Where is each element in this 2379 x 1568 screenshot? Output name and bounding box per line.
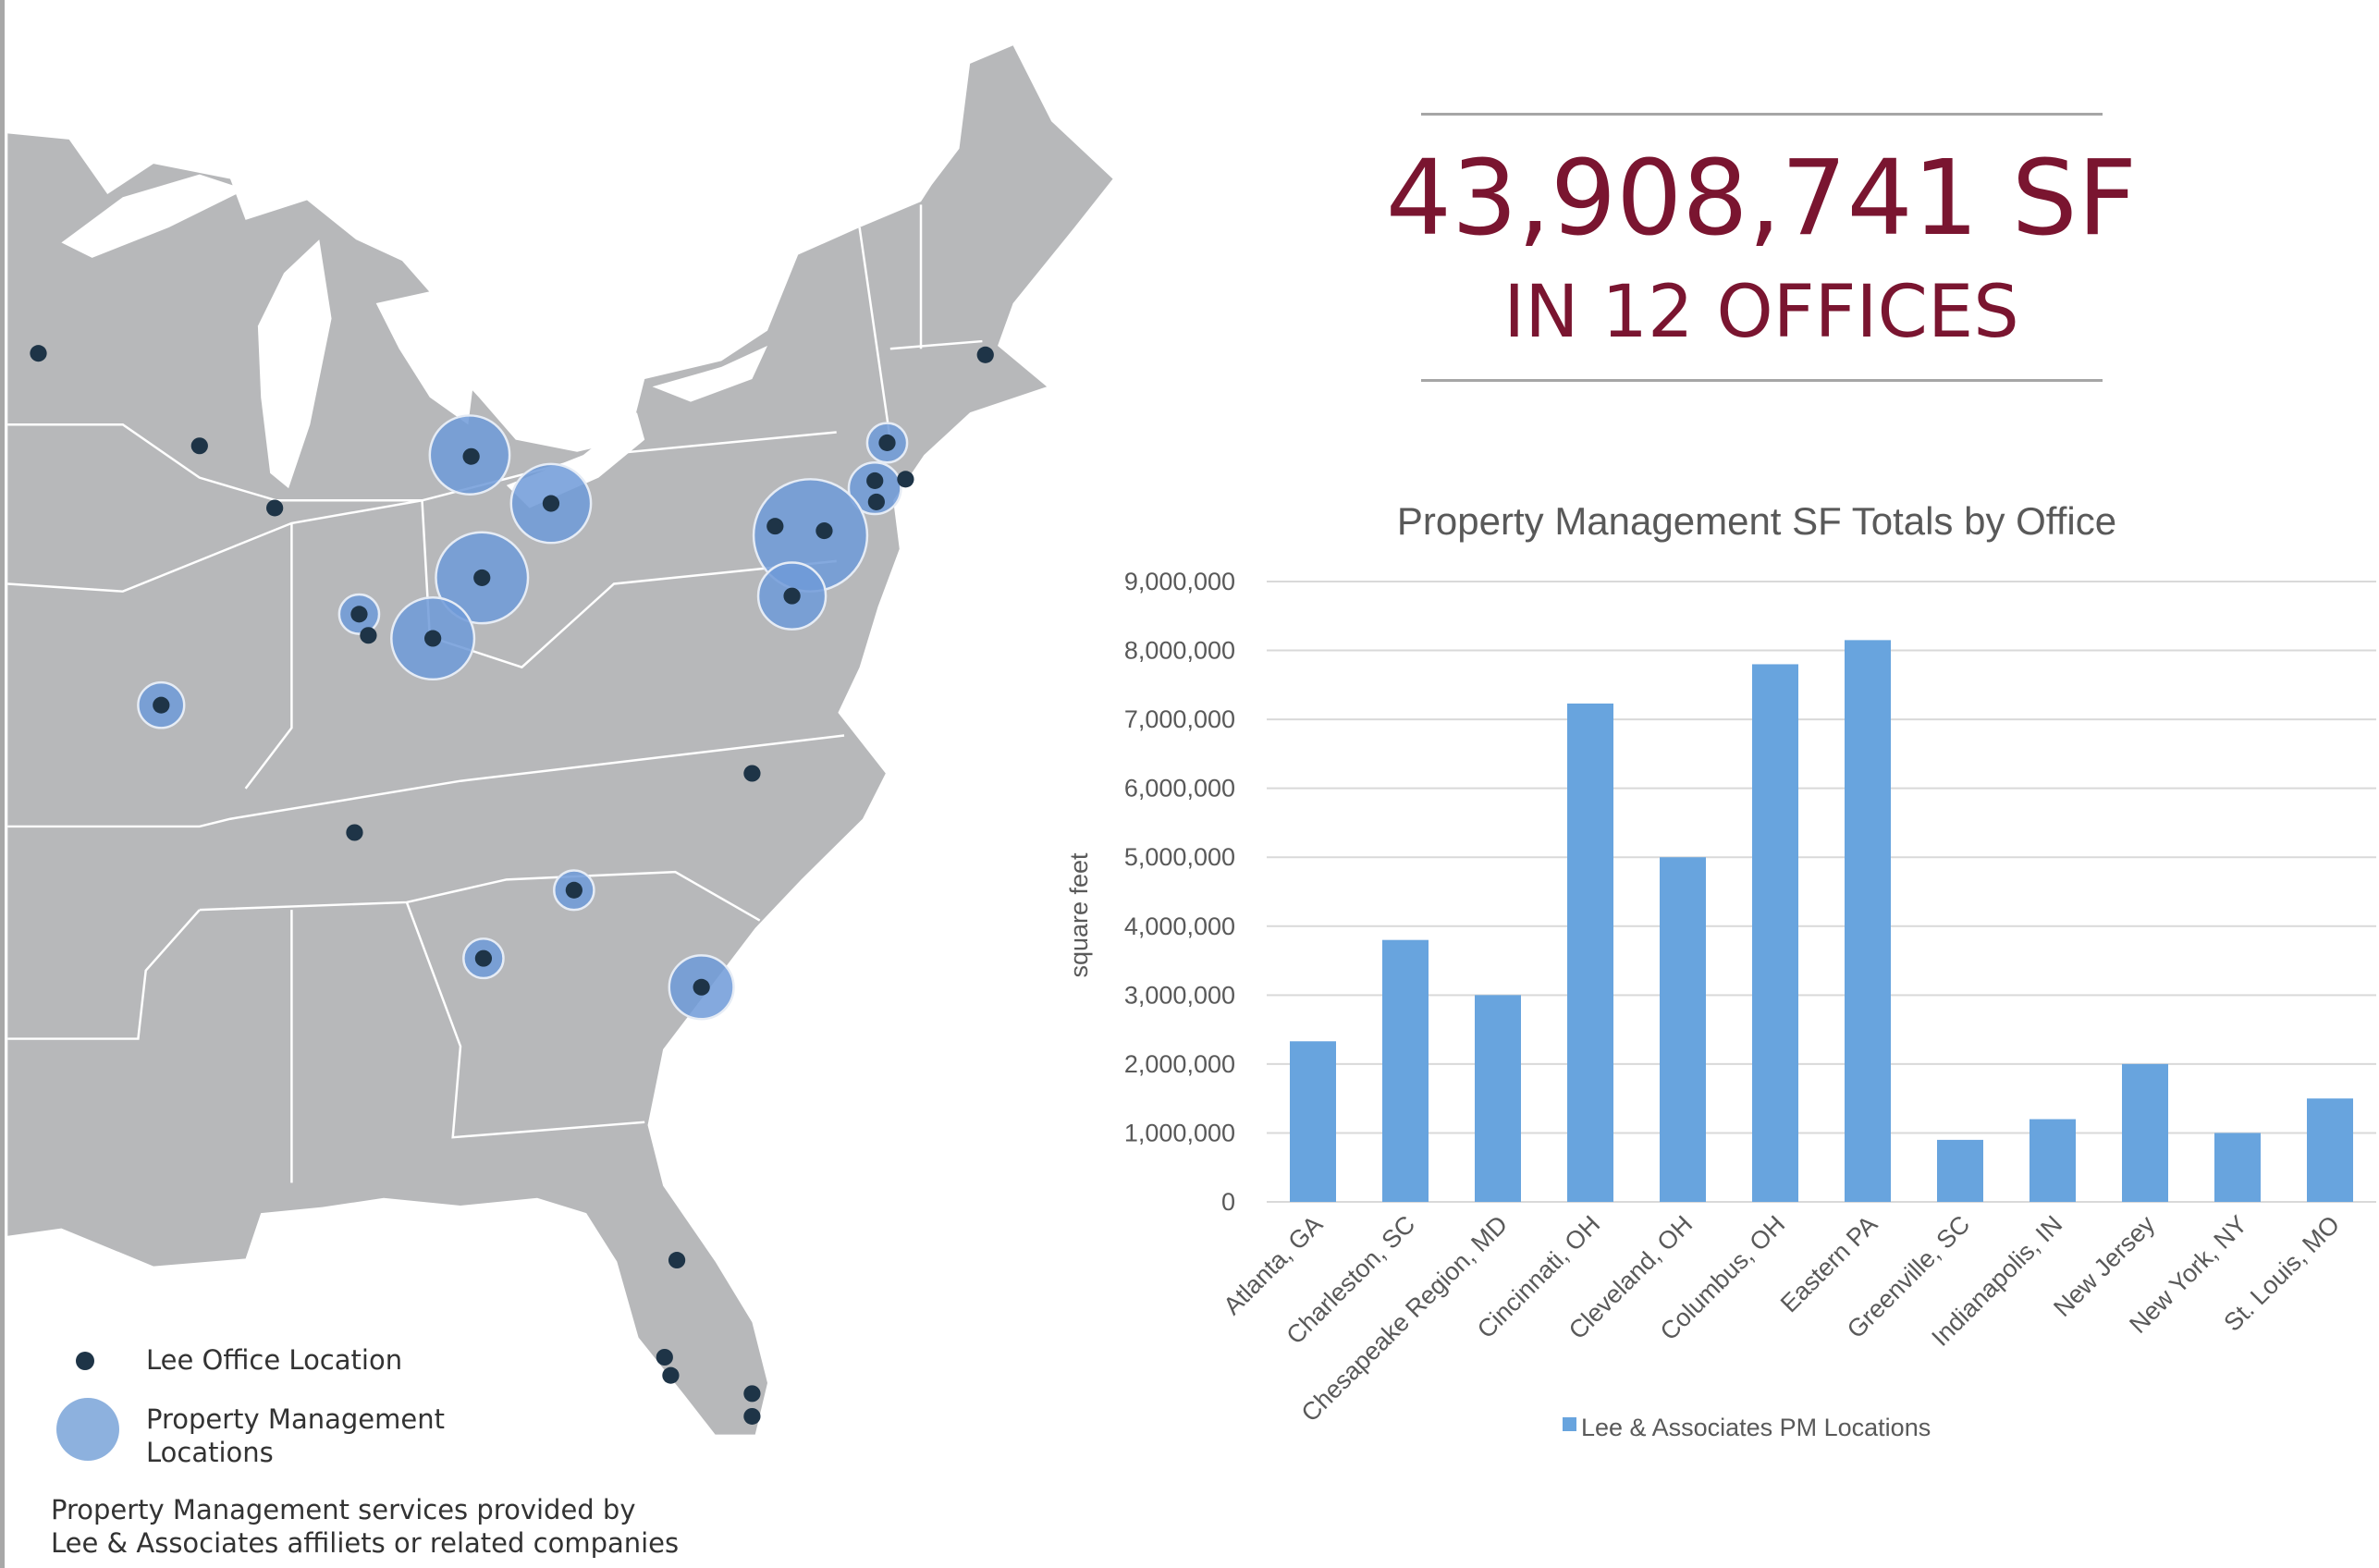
- lake: [61, 174, 246, 258]
- y-tick-label: 8,000,000: [1124, 637, 1235, 665]
- office-location-dot: [866, 472, 884, 489]
- legend-pm-label-1: Property Management: [146, 1403, 445, 1435]
- state-border: [7, 909, 201, 1040]
- bar: [1475, 995, 1521, 1202]
- office-location-dot: [565, 881, 582, 899]
- office-location-dot: [897, 471, 914, 488]
- office-location-dot: [474, 949, 493, 967]
- office-location-dot: [360, 627, 377, 644]
- y-tick-labels: 0 1,000,000 2,000,000 3,000,000 4,000,000 5,0…: [1124, 568, 1235, 1216]
- y-tick-label: 6,000,000: [1124, 775, 1235, 802]
- bar: [2307, 1098, 2353, 1202]
- headline-top-rule: [1421, 113, 2103, 116]
- office-location-dot: [473, 569, 491, 586]
- state-border: [421, 500, 837, 669]
- y-tick-label: 4,000,000: [1124, 913, 1235, 940]
- office-location-dot: [462, 447, 480, 465]
- bar: [1752, 664, 1798, 1202]
- office-location-dot: [350, 606, 368, 623]
- y-tick-label: 9,000,000: [1124, 568, 1235, 595]
- state-border: [244, 522, 293, 790]
- footnote-line-1: Property Management services provided by: [51, 1494, 636, 1525]
- y-tick-label: 2,000,000: [1124, 1050, 1235, 1078]
- gridlines: [1267, 581, 2376, 1203]
- y-tick-label: 0: [1221, 1188, 1235, 1216]
- y-axis-label: square feet: [1065, 852, 1093, 978]
- bar: [1382, 939, 1429, 1202]
- lake: [375, 288, 476, 425]
- office-location-dot: [878, 434, 896, 451]
- footnote-line-2: Lee & Associates affiliets or related co…: [51, 1527, 680, 1559]
- office-location-dot: [743, 765, 761, 782]
- office-location-dot: [815, 522, 833, 540]
- y-tick-label: 5,000,000: [1124, 843, 1235, 871]
- eastern-us-map: [7, 45, 1113, 1435]
- legend-symbols: [56, 1352, 119, 1461]
- state-border: [889, 339, 983, 350]
- office-location-dot: [542, 495, 560, 512]
- office-location-dot: [766, 518, 784, 535]
- legend-pm-label-2: Locations: [146, 1437, 274, 1468]
- office-location-dot: [423, 630, 442, 647]
- total-square-feet: 43,908,741 SF: [1385, 139, 2138, 259]
- state-border: [7, 734, 845, 828]
- office-location-dot: [266, 499, 284, 517]
- office-location-dot: [976, 346, 994, 363]
- office-location-dot: [867, 493, 886, 510]
- headline-bottom-rule: [1421, 379, 2103, 382]
- bar: [1660, 857, 1706, 1202]
- office-location-dot: [153, 696, 170, 714]
- state-border: [199, 870, 761, 922]
- map-points: [30, 345, 994, 1425]
- office-dot-icon: [76, 1352, 94, 1370]
- office-location-dot: [190, 437, 208, 455]
- bar: [1845, 640, 1891, 1202]
- page-edge: [0, 0, 5, 1568]
- bar: [1567, 703, 1613, 1202]
- legend-office-label: Lee Office Location: [146, 1344, 403, 1376]
- bar: [1937, 1139, 1983, 1202]
- y-tick-label: 7,000,000: [1124, 705, 1235, 733]
- office-location-dot: [693, 978, 710, 996]
- office-count: IN 12 OFFICES: [1503, 271, 2019, 354]
- lake: [257, 239, 332, 489]
- legend-swatch: [1563, 1417, 1576, 1431]
- office-location-dot: [30, 345, 47, 362]
- office-location-dot: [656, 1348, 673, 1366]
- state-border: [858, 227, 892, 440]
- office-location-dot: [783, 587, 801, 605]
- state-border: [405, 901, 645, 1139]
- office-location-dot: [668, 1252, 686, 1269]
- office-location-dot: [346, 824, 363, 841]
- bar: [2030, 1119, 2076, 1202]
- y-tick-label: 3,000,000: [1124, 981, 1235, 1009]
- office-location-dot: [743, 1407, 761, 1425]
- lake: [652, 345, 768, 402]
- y-tick-label: 1,000,000: [1124, 1119, 1235, 1146]
- office-location-dot: [743, 1385, 761, 1403]
- bar: [2122, 1063, 2168, 1202]
- bar: [1290, 1041, 1336, 1202]
- map-land: [7, 45, 1113, 1435]
- chart-title: Property Management SF Totals by Office: [1397, 499, 2116, 543]
- office-location-dot: [662, 1366, 680, 1384]
- legend-series-label: Lee & Associates PM Locations: [1581, 1414, 1931, 1441]
- state-border: [7, 499, 423, 593]
- bar: [2214, 1133, 2261, 1202]
- pm-bubble-icon: [56, 1398, 119, 1461]
- bars: [1290, 640, 2353, 1202]
